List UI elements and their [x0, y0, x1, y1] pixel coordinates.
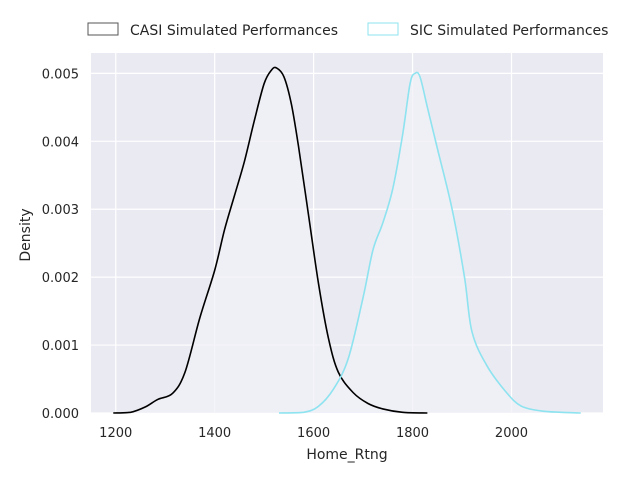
y-axis-ticks: 0.000 0.001 0.002 0.003 0.004 0.005: [42, 67, 79, 422]
density-fill-sic: [278, 72, 581, 413]
y-tick-label: 0.004: [42, 135, 79, 150]
density-fill-casi: [113, 67, 428, 414]
x-tick-label: 1800: [396, 426, 429, 441]
legend-swatch-casi: [87, 22, 119, 36]
x-tick-label: 1400: [198, 426, 231, 441]
legend: CASI Simulated Performances SIC Simulate…: [87, 22, 608, 39]
y-tick-label: 0.003: [42, 203, 79, 218]
density-line-casi: [113, 66, 428, 414]
y-tick-label: 0.005: [42, 67, 79, 82]
x-tick-label: 1600: [297, 426, 330, 441]
density-lines: [113, 66, 581, 414]
y-tick-label: 0.001: [42, 339, 79, 354]
plot-area: [91, 53, 603, 413]
legend-label-sic: SIC Simulated Performances: [410, 23, 608, 39]
legend-swatch-sic: [367, 22, 399, 36]
x-axis-label: Home_Rtng: [306, 447, 387, 463]
y-tick-label: 0.002: [42, 271, 79, 286]
legend-label-casi: CASI Simulated Performances: [130, 23, 338, 39]
y-axis-label: Density: [18, 208, 34, 261]
x-axis-ticks: 1200 1400 1600 1800 2000: [99, 426, 528, 441]
x-tick-label: 2000: [495, 426, 528, 441]
density-line-sic: [278, 71, 581, 414]
density-fills: [113, 67, 581, 414]
y-tick-label: 0.000: [42, 407, 79, 422]
x-tick-label: 1200: [99, 426, 132, 441]
